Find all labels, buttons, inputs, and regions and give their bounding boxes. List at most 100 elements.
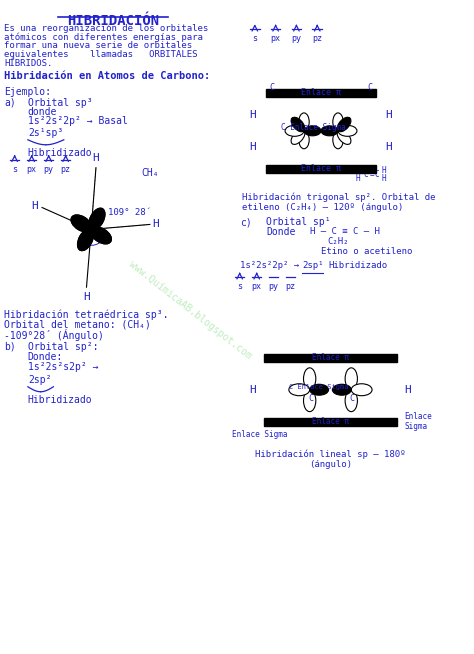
Text: H: H xyxy=(386,110,392,120)
Text: H – C ≡ C – H: H – C ≡ C – H xyxy=(310,228,380,237)
Text: H: H xyxy=(249,385,256,395)
Polygon shape xyxy=(264,418,397,426)
Ellipse shape xyxy=(291,130,305,145)
Text: pz: pz xyxy=(312,34,322,43)
Text: C₂H₂: C₂H₂ xyxy=(328,237,349,247)
Polygon shape xyxy=(266,89,376,97)
Text: H: H xyxy=(249,142,256,152)
Text: H: H xyxy=(356,165,361,175)
Ellipse shape xyxy=(285,126,304,136)
Text: Es una reorganización de los orbitales: Es una reorganización de los orbitales xyxy=(4,24,209,33)
Text: Enlace π: Enlace π xyxy=(301,88,341,97)
Ellipse shape xyxy=(345,390,357,411)
Text: c): c) xyxy=(240,218,251,228)
Ellipse shape xyxy=(337,130,351,145)
Text: H: H xyxy=(356,173,361,182)
Text: formar una nueva serie de orbitales: formar una nueva serie de orbitales xyxy=(4,41,192,50)
Text: Orbital sp²:: Orbital sp²: xyxy=(28,342,99,352)
Text: b): b) xyxy=(4,342,16,352)
Text: HÍBRIDOS.: HÍBRIDOS. xyxy=(4,59,53,68)
Ellipse shape xyxy=(303,368,316,390)
Text: C: C xyxy=(368,83,373,92)
Text: Enlace π: Enlace π xyxy=(301,164,341,173)
Text: etileno (C₂H₄) – 120º (ángulo): etileno (C₂H₄) – 120º (ángulo) xyxy=(242,203,403,211)
Ellipse shape xyxy=(304,126,321,136)
Text: C: C xyxy=(269,83,274,92)
Text: Hibridizado: Hibridizado xyxy=(28,395,92,405)
Ellipse shape xyxy=(333,131,343,148)
Text: s: s xyxy=(237,282,242,291)
Text: H: H xyxy=(382,165,386,175)
Polygon shape xyxy=(266,165,376,173)
Text: www.QuímicaAB.blogspot.com: www.QuímicaAB.blogspot.com xyxy=(127,259,254,361)
Text: 109° 28´: 109° 28´ xyxy=(108,207,151,216)
Text: Orbital sp³: Orbital sp³ xyxy=(28,98,92,108)
Text: HIBRIDACIÓN: HIBRIDACIÓN xyxy=(67,14,159,28)
Text: Enlace π: Enlace π xyxy=(312,417,349,426)
Text: H: H xyxy=(152,220,159,230)
Text: px: px xyxy=(271,34,281,43)
Text: Hibridación trigonal sp². Orbital de: Hibridación trigonal sp². Orbital de xyxy=(242,192,435,202)
Text: Enlace π: Enlace π xyxy=(312,353,349,362)
Text: pz: pz xyxy=(61,165,71,174)
Ellipse shape xyxy=(291,117,305,131)
Ellipse shape xyxy=(71,215,92,232)
Text: H: H xyxy=(92,153,100,163)
Ellipse shape xyxy=(333,113,343,131)
Ellipse shape xyxy=(91,227,111,244)
Text: CH₄: CH₄ xyxy=(141,167,159,178)
Text: C Enlace Sigma: C Enlace Sigma xyxy=(289,384,349,390)
Text: py: py xyxy=(292,34,301,43)
Ellipse shape xyxy=(77,229,93,250)
Text: Hibridación tetraédrica sp³.: Hibridación tetraédrica sp³. xyxy=(4,309,169,320)
Text: py: py xyxy=(269,282,279,291)
Text: =: = xyxy=(369,169,374,179)
Text: atómicos con diferentes energías para: atómicos con diferentes energías para xyxy=(4,32,203,42)
Text: a): a) xyxy=(4,98,16,108)
Text: Donde: Donde xyxy=(266,228,295,237)
Ellipse shape xyxy=(71,215,92,232)
Text: H: H xyxy=(31,201,38,211)
Text: -109°28´ (Ángulo): -109°28´ (Ángulo) xyxy=(4,329,104,341)
Text: Hibridizado: Hibridizado xyxy=(328,262,388,270)
Ellipse shape xyxy=(332,385,351,395)
Ellipse shape xyxy=(289,384,310,396)
Text: Hibridación lineal sp – 180º: Hibridación lineal sp – 180º xyxy=(255,449,406,459)
Text: s: s xyxy=(12,165,17,174)
Text: H: H xyxy=(386,142,392,152)
Text: H: H xyxy=(83,292,90,302)
Text: Enlace Sigma: Enlace Sigma xyxy=(232,430,287,439)
Ellipse shape xyxy=(299,131,309,148)
Ellipse shape xyxy=(89,208,105,230)
Text: H: H xyxy=(249,110,256,120)
Text: Enlace
Sigma: Enlace Sigma xyxy=(404,411,432,431)
Ellipse shape xyxy=(299,113,309,131)
Text: 2sp¹: 2sp¹ xyxy=(302,262,324,270)
Text: equivalentes    llamadas   ORBITALES: equivalentes llamadas ORBITALES xyxy=(4,50,198,59)
Text: donde: donde xyxy=(28,107,57,117)
Text: Hibridizado: Hibridizado xyxy=(28,148,92,158)
Text: px: px xyxy=(252,282,262,291)
Text: C: C xyxy=(364,169,368,179)
Text: C: C xyxy=(350,394,355,403)
Ellipse shape xyxy=(303,390,316,411)
Ellipse shape xyxy=(351,384,372,396)
Text: Orbital sp¹: Orbital sp¹ xyxy=(266,218,331,228)
Text: Hibridación en Atomos de Carbono:: Hibridación en Atomos de Carbono: xyxy=(4,71,210,81)
Text: s: s xyxy=(252,34,257,43)
Ellipse shape xyxy=(91,227,111,244)
Text: (ángulo): (ángulo) xyxy=(309,460,352,470)
Text: C: C xyxy=(375,169,380,179)
Text: py: py xyxy=(44,165,54,174)
Ellipse shape xyxy=(77,229,93,250)
Text: Etino o acetileno: Etino o acetileno xyxy=(321,247,412,256)
Text: C Enlace Sigma: C Enlace Sigma xyxy=(281,123,346,132)
Text: H: H xyxy=(405,385,411,395)
Text: c: c xyxy=(91,227,96,236)
Text: 1s²2s²s2p² →: 1s²2s²s2p² → xyxy=(28,362,99,372)
Text: H: H xyxy=(382,173,386,182)
Text: 1s²2s²2p² → Basal: 1s²2s²2p² → Basal xyxy=(28,116,128,126)
Ellipse shape xyxy=(338,126,357,136)
Text: Orbital del metano: (CH₄): Orbital del metano: (CH₄) xyxy=(4,319,151,329)
Text: 2sp²: 2sp² xyxy=(28,375,51,385)
